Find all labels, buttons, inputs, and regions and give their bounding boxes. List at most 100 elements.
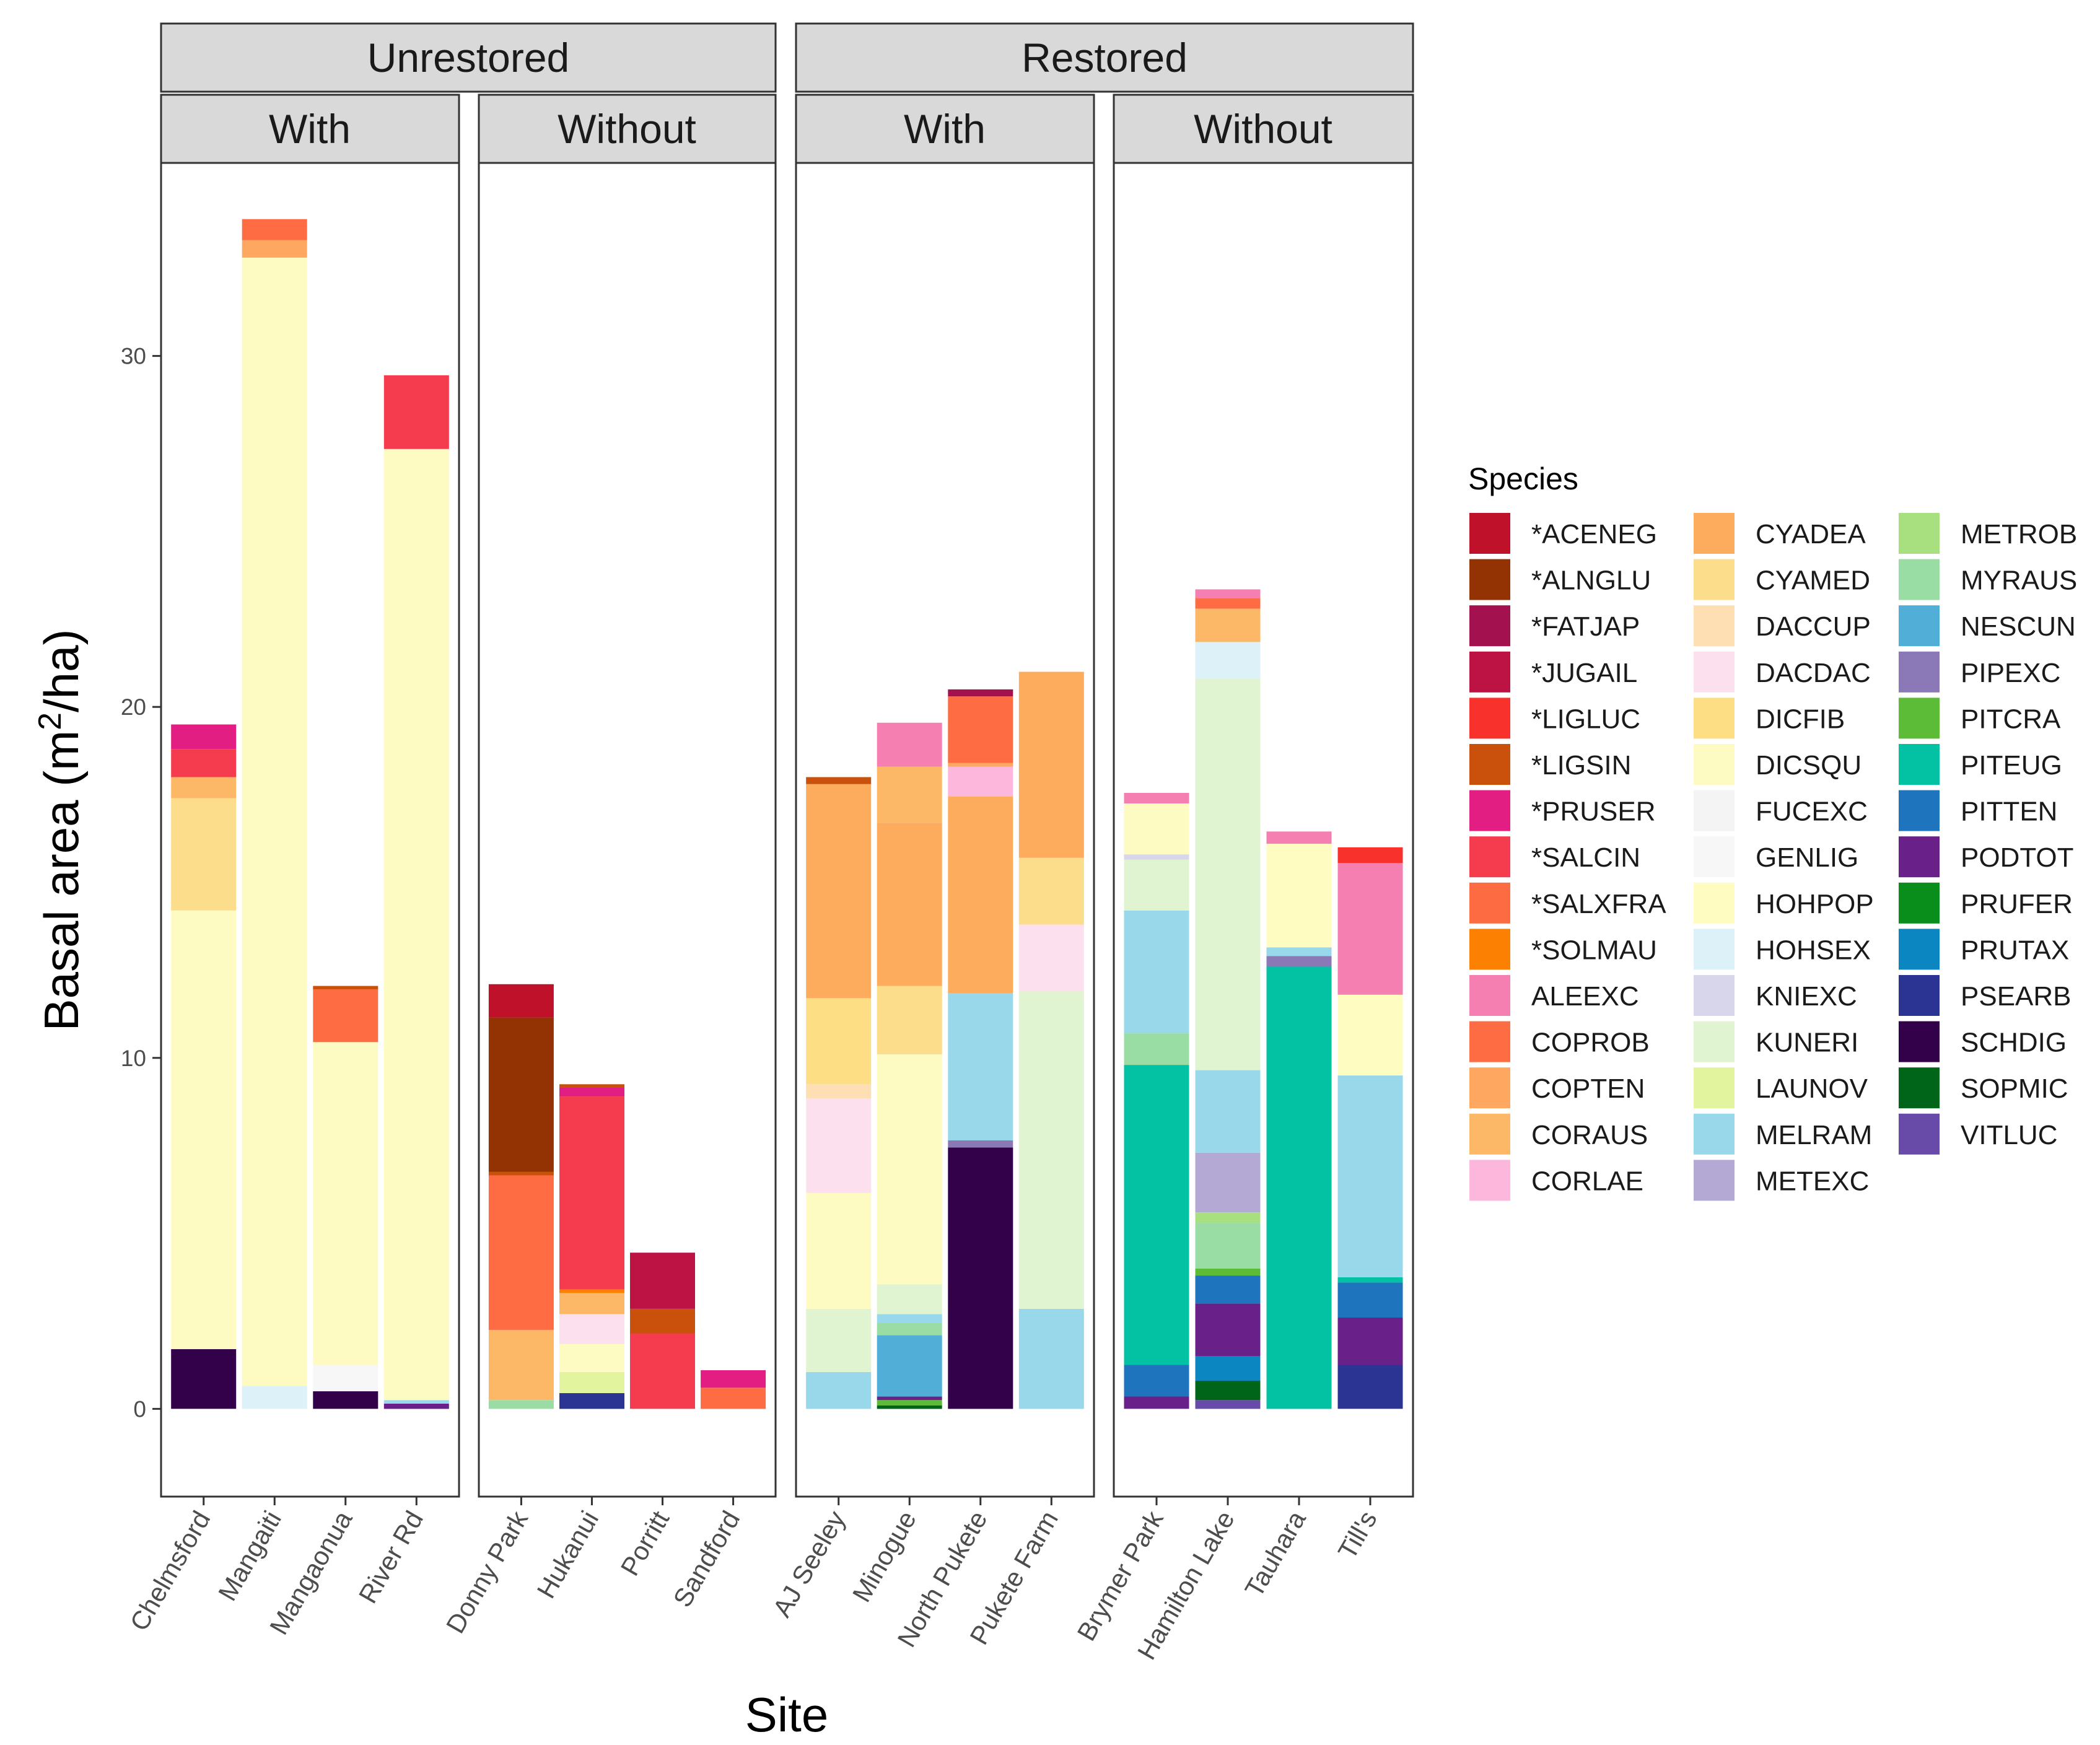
legend-swatch-corlae (1469, 1160, 1510, 1201)
bar-tauhara-pipexc (1266, 956, 1332, 967)
bar-tauhara-aleexc (1266, 831, 1332, 844)
bar-aj-seeley-dicfib (806, 998, 872, 1085)
bar-pukete-farm-kuneri (1018, 991, 1084, 1309)
bar-hamilton-lake-pitten (1195, 1275, 1261, 1304)
bar-donny-park-ligsin (488, 1171, 554, 1176)
facet-label-restored-without: Without (1194, 106, 1332, 152)
bar-chelmsford-coraus (171, 777, 237, 798)
legend-swatch-pitten (1899, 790, 1940, 831)
legend-label-cyadea: CYADEA (1756, 519, 1866, 549)
bar-brymer-park-pitten (1124, 1365, 1189, 1397)
bar-donny-park-alnglu (488, 1017, 554, 1172)
bar-brymer-park-aleexc (1124, 793, 1189, 803)
legend-swatch-salxfra (1469, 882, 1510, 924)
legend-label-podtot: PODTOT (1961, 842, 2074, 873)
bar-pukete-farm-cyadea (1018, 671, 1084, 858)
y-axis-title: Basal area (m2/ha) (32, 629, 89, 1031)
legend-swatch-pitcra (1899, 698, 1940, 739)
legend-swatch-prufer (1899, 882, 1940, 924)
bar-tauhara-hohpop (1266, 844, 1332, 948)
legend-label-aceneg: *ACENEG (1531, 519, 1657, 549)
bar-north-pukete-schdig (948, 1147, 1013, 1409)
bar-aj-seeley-cyadea (806, 784, 872, 999)
legend-label-launov: LAUNOV (1756, 1074, 1868, 1104)
legend-swatch-aceneg (1469, 513, 1510, 554)
bar-brymer-park-dicsqu (1124, 803, 1189, 855)
bar-minogue-cyadea (877, 823, 942, 986)
bar-mangaiti-coprob (242, 219, 307, 240)
bar-porritt-salcin (630, 1333, 695, 1409)
legend: *ACENEG *ALNGLU *FATJAP *JUGAIL *LIGLUC *LIGS… (1469, 513, 2077, 1201)
legend-label-alnglu: *ALNGLU (1531, 566, 1651, 596)
bar-hamilton-lake-vitluc (1195, 1400, 1261, 1409)
bar-north-pukete-copten (948, 763, 1013, 767)
facet-label-unrestored-without: Without (558, 106, 696, 152)
legend-label-dicsqu: DICSQU (1756, 750, 1862, 781)
y-axis-title-prefix: Basal area (m (34, 730, 89, 1031)
y-axis-title-suffix: /ha) (34, 629, 89, 712)
legend-swatch-genlig (1694, 836, 1735, 878)
bar-north-pukete-pipexc (948, 1140, 1013, 1148)
bar-minogue-nescun (877, 1335, 942, 1397)
legend-swatch-psearb (1899, 975, 1940, 1016)
bar-river-rd-salcin (383, 375, 449, 449)
legend-label-salxfra: *SALXFRA (1531, 889, 1666, 919)
legend-label-hohpop: HOHPOP (1756, 889, 1874, 919)
bar-chelmsford-cyamed (171, 798, 237, 911)
legend-label-ligluc: *LIGLUC (1531, 704, 1640, 734)
legend-swatch-ligluc (1469, 698, 1510, 739)
bar-minogue-podtot (877, 1396, 942, 1401)
bar-hukanui-launov (559, 1371, 624, 1393)
legend-swatch-schdig (1899, 1021, 1940, 1062)
legend-swatch-fucexc (1694, 790, 1735, 831)
bar-hamilton-lake-myraus (1195, 1223, 1261, 1269)
legend-label-schdig: SCHDIG (1961, 1028, 2067, 1058)
bar-till-s-melram (1337, 1075, 1403, 1277)
legend-swatch-jugail (1469, 651, 1510, 693)
bar-hukanui-coraus (559, 1293, 624, 1314)
bar-donny-park-myraus (488, 1400, 554, 1409)
bar-brymer-park-melram (1124, 910, 1189, 1034)
legend-swatch-hohsex (1694, 929, 1735, 970)
legend-label-nescun: NESCUN (1961, 611, 2076, 642)
bar-mangaonua-schdig (313, 1391, 378, 1409)
legend-swatch-daccup (1694, 605, 1735, 647)
bar-chelmsford-pruser (171, 724, 237, 750)
bar-segments (171, 219, 1403, 1409)
legend-label-melram: MELRAM (1756, 1120, 1872, 1150)
legend-swatch-podtot (1899, 836, 1940, 878)
bar-minogue-cyamed (877, 986, 942, 1055)
legend-swatch-metexc (1694, 1160, 1735, 1201)
bar-north-pukete-fatjap (948, 689, 1013, 697)
legend-label-dacdac: DACDAC (1756, 658, 1871, 688)
legend-swatch-launov (1694, 1067, 1735, 1109)
bar-pukete-farm-dacdac (1018, 924, 1084, 992)
bar-hukanui-dacdac (559, 1314, 624, 1344)
legend-label-pruser: *PRUSER (1531, 797, 1656, 827)
legend-label-dicfib: DICFIB (1756, 704, 1845, 734)
bar-hamilton-lake-metrob (1195, 1212, 1261, 1223)
bar-hukanui-pruser (559, 1087, 624, 1097)
legend-swatch-dicsqu (1694, 744, 1735, 785)
bar-north-pukete-coprob (948, 696, 1013, 763)
x-axis-title: Site (745, 1687, 828, 1742)
legend-swatch-cyadea (1694, 513, 1735, 554)
bar-till-s-pitten (1337, 1282, 1403, 1318)
bar-pukete-farm-melram (1018, 1308, 1084, 1409)
bar-minogue-coraus (877, 766, 942, 823)
legend-label-salcin: *SALCIN (1531, 842, 1640, 873)
bar-brymer-park-myraus (1124, 1033, 1189, 1065)
bar-brymer-park-piteug (1124, 1065, 1189, 1365)
bar-hamilton-lake-metexc (1195, 1152, 1261, 1213)
legend-label-coraus: CORAUS (1531, 1120, 1648, 1150)
bar-mangaiti-copten (242, 240, 307, 258)
bar-hamilton-lake-aleexc (1195, 589, 1261, 598)
bar-north-pukete-cyadea (948, 796, 1013, 993)
bar-porritt-jugail (630, 1253, 695, 1309)
bar-chelmsford-dicsqu (171, 910, 237, 1349)
legend-label-vitluc: VITLUC (1961, 1120, 2057, 1150)
legend-label-pitten: PITTEN (1961, 797, 2057, 827)
bar-mangaonua-coprob (313, 989, 378, 1043)
bar-sandford-coprob (701, 1388, 766, 1409)
facet-strip-unrestored-with (160, 94, 460, 164)
